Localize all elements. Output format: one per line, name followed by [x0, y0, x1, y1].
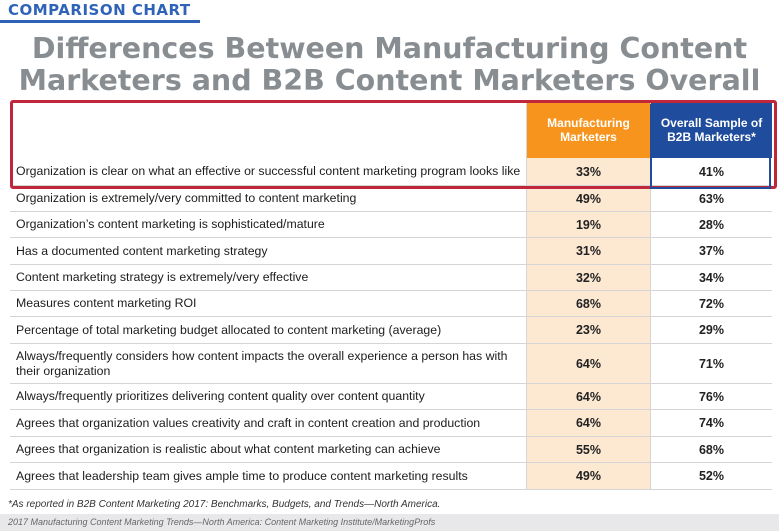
- source-text: 2017 Manufacturing Content Marketing Tre…: [8, 517, 436, 527]
- chart-title: Differences Between Manufacturing Conten…: [0, 33, 779, 97]
- table-row: Organization’s content marketing is soph…: [10, 212, 772, 238]
- row-label: Agrees that organization is realistic ab…: [16, 442, 441, 456]
- b2b-value: 63%: [650, 186, 772, 211]
- source-bar: 2017 Manufacturing Content Marketing Tre…: [0, 514, 779, 531]
- b2b-value: 74%: [650, 410, 772, 436]
- b2b-value: 68%: [650, 437, 772, 462]
- header-manufacturing-line-2: Marketers: [560, 129, 617, 144]
- b2b-value: 28%: [650, 212, 772, 237]
- row-label: Organization is clear on what an effecti…: [16, 164, 521, 178]
- manufacturing-value: 64%: [526, 384, 650, 409]
- manufacturing-value: 68%: [526, 291, 650, 316]
- manufacturing-value: 31%: [526, 238, 650, 264]
- b2b-value: 41%: [650, 158, 772, 185]
- table-row: Agrees that organization is realistic ab…: [10, 437, 772, 463]
- b2b-value: 34%: [650, 265, 772, 290]
- manufacturing-value: 33%: [526, 158, 650, 185]
- manufacturing-value: 64%: [526, 410, 650, 436]
- manufacturing-value: 32%: [526, 265, 650, 290]
- row-label: Agrees that leadership team gives ample …: [16, 468, 468, 483]
- footnote: *As reported in B2B Content Marketing 20…: [8, 499, 441, 510]
- manufacturing-value: 55%: [526, 437, 650, 462]
- row-label: Agrees that organization values creativi…: [16, 415, 481, 430]
- b2b-value: 76%: [650, 384, 772, 409]
- header-b2b-overall-line-1: Overall Sample of: [660, 116, 763, 130]
- header-blank-cell: [10, 103, 526, 158]
- table-row: Always/frequently considers how content …: [10, 344, 772, 384]
- section-label-bar: COMPARISON CHART: [0, 0, 200, 23]
- table-row: Measures content marketing ROI 68% 72%: [10, 291, 772, 317]
- row-label: Content marketing strategy is extremely/…: [16, 270, 309, 284]
- row-label: Always/frequently considers how content …: [16, 348, 508, 378]
- manufacturing-value: 19%: [526, 212, 650, 237]
- table-row: Agrees that organization values creativi…: [10, 410, 772, 437]
- chart-title-line-1: Differences Between Manufacturing Conten…: [31, 32, 748, 65]
- row-label: Organization is extremely/very committed…: [16, 191, 357, 205]
- b2b-value: 37%: [650, 238, 772, 264]
- comparison-table: Manufacturing Marketers Overall Sample of B…: [10, 103, 772, 490]
- row-label: Percentage of total marketing budget all…: [16, 322, 442, 337]
- header-b2b-overall-line-2: B2B Marketers*: [667, 129, 756, 144]
- table-row: Organization is extremely/very committed…: [10, 186, 772, 212]
- b2b-value: 72%: [650, 291, 772, 316]
- header-b2b-overall: Overall Sample of B2B Marketers*: [650, 103, 772, 158]
- table-row: Always/frequently prioritizes delivering…: [10, 384, 772, 410]
- table-row: Has a documented content marketing strat…: [10, 238, 772, 265]
- table-row: Percentage of total marketing budget all…: [10, 317, 772, 344]
- row-label: Always/frequently prioritizes delivering…: [16, 389, 425, 403]
- row-label: Has a documented content marketing strat…: [16, 243, 268, 258]
- b2b-value: 29%: [650, 317, 772, 343]
- table-row: Agrees that leadership team gives ample …: [10, 463, 772, 490]
- section-label: COMPARISON CHART: [8, 1, 191, 19]
- header-manufacturing-line-1: Manufacturing: [547, 116, 630, 130]
- manufacturing-value: 49%: [526, 463, 650, 489]
- row-label: Measures content marketing ROI: [16, 296, 197, 310]
- table-row: Organization is clear on what an effecti…: [10, 158, 772, 186]
- table-header-row: Manufacturing Marketers Overall Sample of B…: [10, 103, 772, 158]
- row-label: Organization’s content marketing is soph…: [16, 217, 325, 231]
- chart-title-line-2: Marketers and B2B Content Marketers Over…: [18, 64, 761, 97]
- manufacturing-value: 64%: [526, 344, 650, 383]
- b2b-value: 71%: [650, 344, 772, 383]
- manufacturing-value: 49%: [526, 186, 650, 211]
- table-row: Content marketing strategy is extremely/…: [10, 265, 772, 291]
- header-manufacturing: Manufacturing Marketers: [526, 103, 650, 158]
- b2b-value: 52%: [650, 463, 772, 489]
- manufacturing-value: 23%: [526, 317, 650, 343]
